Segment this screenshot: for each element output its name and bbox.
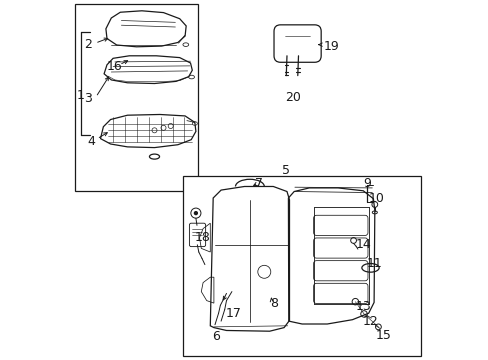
Text: 6: 6 — [212, 330, 220, 343]
Text: 1: 1 — [77, 89, 85, 102]
Text: 7: 7 — [255, 177, 263, 190]
Text: 4: 4 — [87, 135, 95, 148]
Text: 17: 17 — [225, 307, 241, 320]
Text: 19: 19 — [323, 40, 339, 53]
Text: 13: 13 — [355, 300, 371, 313]
Text: 12: 12 — [362, 315, 378, 328]
Text: 11: 11 — [366, 257, 382, 270]
Text: 9: 9 — [363, 177, 370, 190]
Bar — [75, 4, 197, 191]
Bar — [183, 176, 420, 356]
Circle shape — [193, 211, 198, 215]
Text: 2: 2 — [84, 39, 92, 51]
Text: 8: 8 — [270, 297, 278, 310]
Text: 15: 15 — [375, 329, 391, 342]
Text: 3: 3 — [84, 93, 92, 105]
Text: 5: 5 — [282, 165, 290, 177]
Text: 16: 16 — [107, 60, 122, 73]
Text: 14: 14 — [355, 238, 370, 251]
Text: 18: 18 — [194, 231, 210, 244]
Text: 20: 20 — [285, 91, 301, 104]
Text: 10: 10 — [368, 192, 384, 205]
